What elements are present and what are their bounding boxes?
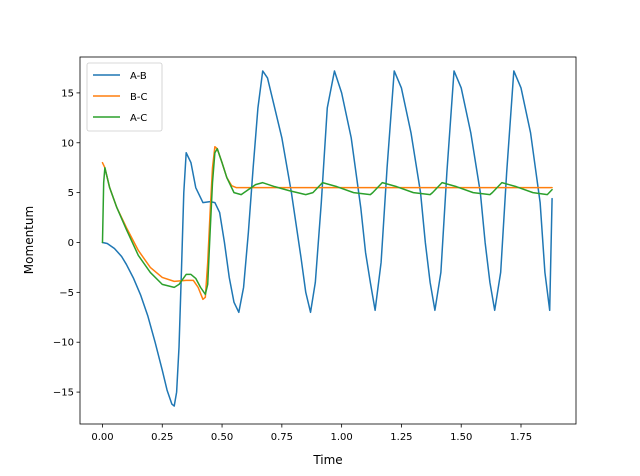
plot-frame: [79, 56, 577, 425]
legend-label-b-c: B-C: [130, 92, 147, 103]
y-tick-label: 15: [61, 88, 74, 99]
x-tick-label: 1.00: [330, 432, 352, 443]
x-tick-label: 0.25: [151, 432, 173, 443]
x-tick-label: 0.00: [91, 432, 113, 443]
x-tick-label: 0.50: [211, 432, 233, 443]
y-tick-label: 0: [68, 238, 74, 249]
x-tick-label: 1.25: [390, 432, 412, 443]
y-tick-label: −15: [53, 388, 74, 399]
x-axis-label: Time: [312, 453, 342, 467]
y-tick-label: −5: [59, 288, 74, 299]
y-tick-label: 10: [61, 138, 74, 149]
series-line-b-c: [101, 146, 553, 301]
series-layer: [101, 70, 553, 407]
legend-label-a-b: A-B: [130, 71, 147, 82]
y-axis-ticks: −15 −10 −5 0 5 10 15: [53, 88, 80, 399]
legend-box: [86, 62, 163, 132]
series-line-a-b: [101, 70, 553, 407]
legend-label-a-c: A-C: [130, 113, 147, 124]
y-tick-label: 5: [68, 188, 74, 199]
x-tick-label: 0.75: [271, 432, 293, 443]
legend: A-B B-C A-C: [86, 62, 163, 132]
y-axis-label: Momentum: [22, 206, 36, 274]
series-line-a-c: [101, 148, 553, 296]
x-axis-ticks: 0.00 0.25 0.50 0.75 1.00 1.25 1.50 1.75: [91, 424, 532, 443]
x-tick-label: 1.50: [450, 432, 472, 443]
x-tick-label: 1.75: [510, 432, 532, 443]
y-tick-label: −10: [53, 338, 74, 349]
